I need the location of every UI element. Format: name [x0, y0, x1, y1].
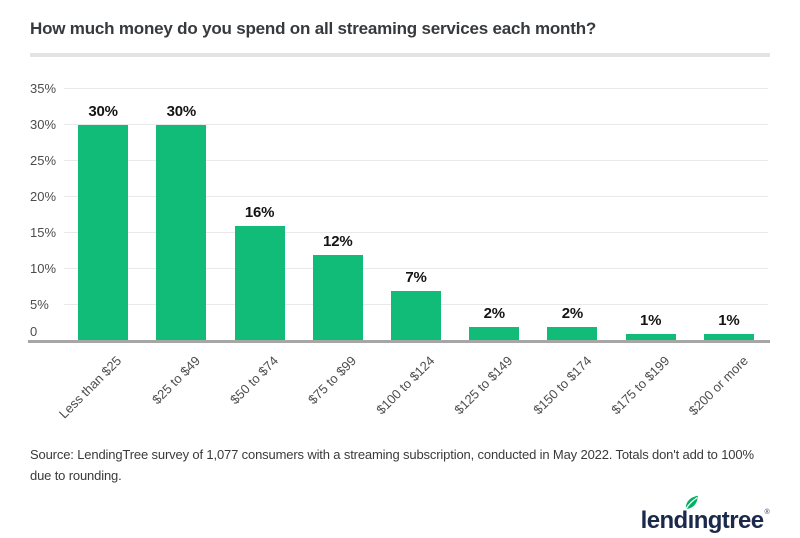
- gridline-15: [64, 232, 768, 234]
- logo-letter-i: ı: [685, 495, 698, 536]
- bar-value-label: 1%: [718, 311, 740, 329]
- bar: [78, 125, 129, 342]
- bars-row: 30% 30% 16% 12% 7% 2% 2% 1% 1%: [64, 89, 768, 342]
- x-label-slot: $175 to $199: [608, 341, 690, 434]
- x-label-slot: $200 or more: [685, 341, 768, 434]
- lendingtree-logo: lend ıngtree®: [640, 495, 770, 536]
- bar: [625, 333, 676, 342]
- x-tick-label: Less than $25: [56, 353, 125, 422]
- x-tick-label: $75 to $99: [305, 353, 360, 408]
- x-label-slot: $150 to $174: [529, 341, 611, 434]
- y-tick-label: 35%: [30, 81, 57, 97]
- x-tick-label: $25 to $49: [148, 353, 203, 408]
- bar-group: 7%: [377, 89, 455, 342]
- y-tick-label: 5%: [30, 297, 49, 313]
- bar-value-label: 2%: [483, 304, 505, 322]
- gridline-20: [64, 196, 768, 198]
- logo-text-right: ngtree: [693, 506, 764, 534]
- x-axis-line: [28, 340, 770, 344]
- bar-value-label: 2%: [561, 304, 584, 322]
- y-tick-label: 25%: [30, 153, 57, 169]
- gridline-25: [64, 160, 768, 162]
- source-note: Source: LendingTree survey of 1,077 cons…: [30, 447, 754, 483]
- x-label-slot: $25 to $49: [142, 341, 220, 434]
- bar-group: 30%: [142, 89, 220, 342]
- x-label-slot: $50 to $74: [220, 341, 298, 434]
- plot-area: 30% 30% 16% 12% 7% 2% 2% 1% 1% 0 5% 10% 15% 20% 25% 30…: [28, 81, 770, 344]
- bar-value-label: 7%: [405, 268, 427, 286]
- x-tick-label: $50 to $74: [227, 353, 282, 408]
- bar-group: 12%: [299, 89, 377, 342]
- leaf-icon: [685, 495, 698, 509]
- y-tick-label: 15%: [30, 225, 57, 241]
- x-tick-label: $150 to $174: [529, 353, 595, 418]
- logo-row: lend ıngtree®: [30, 495, 770, 536]
- bar-group: 2%: [455, 89, 533, 342]
- bar: [312, 254, 363, 342]
- bar: [469, 326, 520, 342]
- page-title: How much money do you spend on all strea…: [30, 19, 597, 38]
- x-tick-label: $175 to $199: [607, 353, 673, 418]
- bar-value-label: 1%: [640, 311, 662, 329]
- title-divider: [30, 53, 770, 58]
- bar: [547, 326, 598, 342]
- y-tick-label: 20%: [30, 189, 57, 205]
- bar-value-label: 12%: [323, 232, 353, 250]
- registered-trademark: ®: [764, 508, 769, 516]
- bar-group: 30%: [64, 89, 142, 342]
- bar-group: 2%: [533, 89, 611, 342]
- bar: [703, 333, 754, 342]
- x-label-slot: Less than $25: [56, 341, 142, 434]
- x-tick-label: $125 to $149: [451, 353, 516, 418]
- gridline-35: [64, 88, 768, 90]
- x-tick-label: $100 to $124: [373, 353, 438, 418]
- x-label-slot: $100 to $124: [373, 341, 455, 434]
- bar: [156, 125, 207, 342]
- gridline-10: [64, 268, 768, 270]
- x-axis-labels: Less than $25 $25 to $49 $50 to $74 $75 to …: [56, 341, 768, 434]
- bar: [390, 290, 441, 342]
- bar-value-label: 30%: [88, 103, 118, 121]
- bar-group: 1%: [690, 89, 768, 342]
- bar-group: 1%: [612, 89, 690, 342]
- bar-value-label: 30%: [166, 103, 197, 121]
- bar-group: 16%: [220, 89, 298, 342]
- y-tick-label: 30%: [30, 117, 57, 133]
- x-tick-label: $200 or more: [685, 353, 751, 419]
- gridline-30: [64, 124, 768, 126]
- x-label-slot: $75 to $99: [299, 341, 377, 434]
- bar-value-label: 16%: [244, 203, 275, 221]
- bar-chart: 30% 30% 16% 12% 7% 2% 2% 1% 1% 0 5% 10% 15% 20% 25% 30…: [28, 81, 770, 434]
- bar: [234, 225, 285, 342]
- x-label-slot: $125 to $149: [451, 341, 533, 434]
- y-tick-label: 10%: [30, 261, 57, 277]
- logo-text-left: lend: [640, 506, 689, 534]
- y-tick-label: 0: [30, 324, 38, 340]
